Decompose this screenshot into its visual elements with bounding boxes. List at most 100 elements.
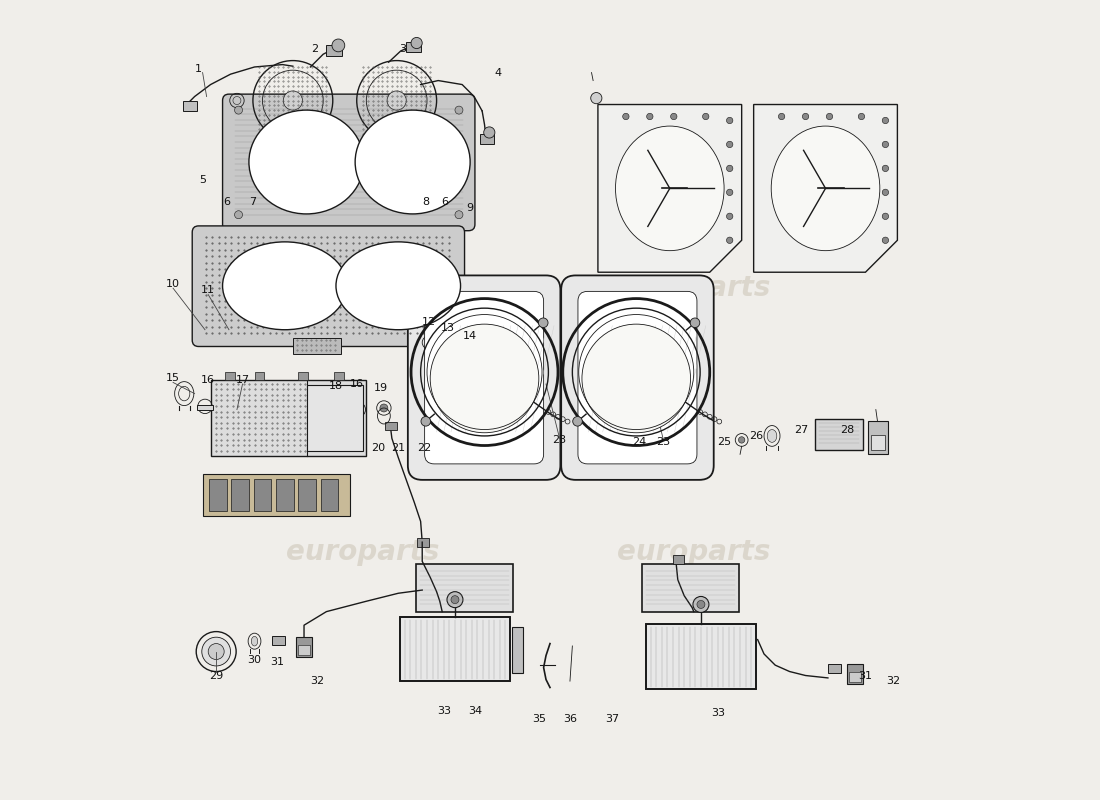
Text: 16: 16	[350, 379, 364, 389]
Circle shape	[726, 213, 733, 219]
Text: 23: 23	[657, 437, 671, 446]
Text: 6: 6	[441, 197, 448, 207]
Text: 9: 9	[466, 203, 474, 214]
FancyBboxPatch shape	[561, 275, 714, 480]
Bar	[321, 479, 339, 511]
Circle shape	[451, 596, 459, 604]
Circle shape	[623, 114, 629, 120]
Text: 20: 20	[371, 443, 385, 453]
Circle shape	[858, 114, 865, 120]
Text: 25: 25	[717, 437, 732, 446]
Bar	[416, 564, 514, 612]
Bar	[815, 419, 864, 450]
Text: 34: 34	[468, 706, 482, 717]
Text: 31: 31	[858, 670, 872, 681]
Circle shape	[421, 417, 430, 426]
Circle shape	[726, 142, 733, 148]
Text: 8: 8	[422, 197, 430, 207]
Ellipse shape	[767, 430, 777, 442]
Circle shape	[455, 210, 463, 218]
Circle shape	[379, 404, 388, 412]
Text: 21: 21	[392, 443, 405, 453]
Bar	[298, 645, 309, 654]
FancyBboxPatch shape	[192, 226, 464, 346]
Bar	[183, 101, 197, 111]
FancyBboxPatch shape	[408, 275, 560, 480]
Circle shape	[882, 142, 889, 148]
Circle shape	[387, 91, 406, 110]
Bar	[327, 46, 342, 56]
Bar	[296, 637, 312, 657]
Circle shape	[208, 643, 224, 659]
Text: 18: 18	[329, 381, 343, 390]
Circle shape	[201, 637, 231, 666]
Circle shape	[426, 339, 432, 346]
Bar	[298, 372, 308, 380]
Text: 5: 5	[199, 175, 206, 186]
Ellipse shape	[771, 126, 880, 250]
Bar	[512, 627, 522, 673]
Text: 13: 13	[441, 323, 454, 333]
Text: 15: 15	[166, 373, 180, 382]
Circle shape	[882, 237, 889, 243]
Bar	[871, 435, 884, 450]
Text: 3: 3	[399, 44, 406, 54]
Circle shape	[726, 166, 733, 171]
FancyBboxPatch shape	[578, 291, 697, 464]
Text: 36: 36	[563, 714, 578, 725]
FancyBboxPatch shape	[425, 291, 543, 464]
Text: 37: 37	[605, 714, 619, 725]
Bar	[210, 380, 366, 456]
Bar	[673, 555, 684, 564]
Circle shape	[826, 114, 833, 120]
Circle shape	[726, 118, 733, 124]
Text: 32: 32	[887, 676, 901, 686]
Circle shape	[690, 318, 700, 327]
Text: 11: 11	[201, 285, 216, 294]
Bar	[209, 479, 227, 511]
Bar	[378, 122, 393, 130]
Circle shape	[411, 38, 422, 49]
Text: europarts: europarts	[617, 538, 770, 566]
Circle shape	[539, 318, 548, 327]
Bar	[293, 338, 341, 354]
Bar	[254, 372, 264, 380]
Bar	[432, 128, 443, 135]
Circle shape	[802, 114, 808, 120]
Bar	[417, 538, 429, 547]
Text: 2: 2	[311, 44, 318, 54]
Text: 33: 33	[438, 706, 452, 717]
Circle shape	[882, 118, 889, 124]
Bar	[415, 122, 429, 130]
Text: 31: 31	[270, 657, 284, 667]
Text: 4: 4	[495, 67, 502, 78]
Text: 6: 6	[223, 197, 230, 207]
Text: 23: 23	[552, 435, 567, 445]
Circle shape	[647, 114, 653, 120]
Ellipse shape	[616, 126, 724, 250]
Text: 10: 10	[166, 279, 180, 290]
Bar	[334, 372, 344, 380]
Ellipse shape	[249, 110, 364, 214]
Bar	[254, 479, 272, 511]
Bar	[828, 663, 840, 673]
Bar	[298, 479, 316, 511]
Bar	[646, 624, 756, 689]
Bar	[385, 422, 397, 430]
Text: 19: 19	[374, 383, 388, 393]
Text: europarts: europarts	[286, 538, 439, 566]
Polygon shape	[598, 105, 741, 272]
Circle shape	[337, 402, 344, 410]
Bar	[868, 421, 888, 454]
Bar	[307, 385, 363, 451]
Text: 7: 7	[250, 197, 256, 207]
Bar	[307, 122, 321, 130]
Circle shape	[430, 324, 539, 433]
Bar	[641, 564, 739, 612]
FancyBboxPatch shape	[222, 94, 475, 230]
Bar	[400, 618, 510, 681]
Bar	[276, 479, 294, 511]
Ellipse shape	[355, 110, 470, 214]
Text: 17: 17	[235, 375, 250, 385]
Circle shape	[726, 189, 733, 195]
